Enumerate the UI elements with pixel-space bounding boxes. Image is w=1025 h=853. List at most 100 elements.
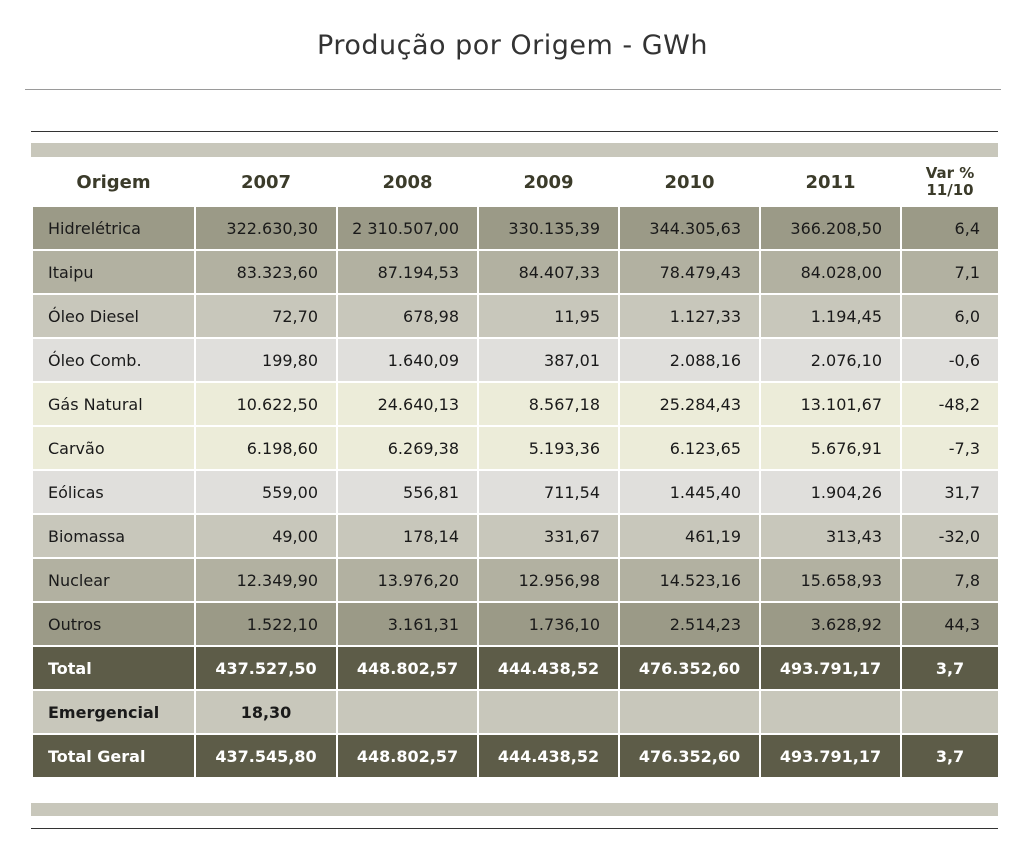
cell-2011: 15.658,93: [759, 557, 902, 603]
total-row: Total 437.527,50 448.802,57 444.438,52 4…: [31, 645, 1000, 691]
cell-2011: 2.076,10: [759, 337, 902, 383]
cell-var: -48,2: [900, 381, 1000, 427]
cell-2010: 344.305,63: [618, 205, 761, 251]
cell-2011: 1.194,45: [759, 293, 902, 339]
emergencial-2007: 18,30: [194, 689, 338, 735]
cell-2008: 1.640,09: [336, 337, 479, 383]
cell-2011: 1.904,26: [759, 469, 902, 515]
total-geral-row: Total Geral 437.545,80 448.802,57 444.43…: [31, 733, 1000, 779]
row-label: Outros: [31, 601, 196, 647]
cell-2010: 14.523,16: [618, 557, 761, 603]
page-title: Produção por Origem - GWh: [317, 30, 708, 61]
header-var-label: Var % 11/10: [925, 164, 975, 199]
table-row: Outros 1.522,10 3.161,31 1.736,10 2.514,…: [31, 601, 1000, 647]
cell-2010: 78.479,43: [618, 249, 761, 295]
table-row: Gás Natural 10.622,50 24.640,13 8.567,18…: [31, 381, 1000, 427]
table-row: Óleo Diesel 72,70 678,98 11,95 1.127,33 …: [31, 293, 1000, 339]
row-label: Hidrelétrica: [31, 205, 196, 251]
total-2008: 448.802,57: [336, 645, 479, 691]
cell-2008: 13.976,20: [336, 557, 479, 603]
cell-2009: 711,54: [477, 469, 620, 515]
cell-2007: 559,00: [194, 469, 338, 515]
cell-2009: 331,67: [477, 513, 620, 559]
cell-2011: 3.628,92: [759, 601, 902, 647]
header-2009: 2009: [477, 157, 620, 207]
emergencial-2008: [336, 689, 479, 735]
total-geral-var: 3,7: [900, 733, 1000, 779]
emergencial-2009: [477, 689, 620, 735]
cell-2008: 6.269,38: [336, 425, 479, 471]
cell-2008: 678,98: [336, 293, 479, 339]
cell-2010: 6.123,65: [618, 425, 761, 471]
cell-2010: 2.088,16: [618, 337, 761, 383]
cell-2009: 1.736,10: [477, 601, 620, 647]
header-origem: Origem: [31, 157, 196, 207]
cell-2008: 2 310.507,00: [336, 205, 479, 251]
table-bottom-rule: [31, 828, 998, 829]
table-row: Óleo Comb. 199,80 1.640,09 387,01 2.088,…: [31, 337, 1000, 383]
row-label: Óleo Diesel: [31, 293, 196, 339]
total-2009: 444.438,52: [477, 645, 620, 691]
table-row: Hidrelétrica 322.630,30 2 310.507,00 330…: [31, 205, 1000, 251]
total-var: 3,7: [900, 645, 1000, 691]
cell-2009: 330.135,39: [477, 205, 620, 251]
cell-var: 7,8: [900, 557, 1000, 603]
total-geral-2010: 476.352,60: [618, 733, 761, 779]
table-top-band: [31, 143, 998, 157]
cell-2010: 2.514,23: [618, 601, 761, 647]
table-row: Nuclear 12.349,90 13.976,20 12.956,98 14…: [31, 557, 1000, 603]
header-var: Var % 11/10: [900, 157, 1000, 207]
table-bottom-band: [31, 803, 998, 816]
title-divider: [25, 89, 1001, 90]
total-geral-2011: 493.791,17: [759, 733, 902, 779]
table-row: Eólicas 559,00 556,81 711,54 1.445,40 1.…: [31, 469, 1000, 515]
cell-2010: 461,19: [618, 513, 761, 559]
emergencial-row: Emergencial 18,30: [31, 689, 1000, 735]
table-row: Carvão 6.198,60 6.269,38 5.193,36 6.123,…: [31, 425, 1000, 471]
cell-2008: 556,81: [336, 469, 479, 515]
cell-2008: 178,14: [336, 513, 479, 559]
cell-2011: 13.101,67: [759, 381, 902, 427]
total-2010: 476.352,60: [618, 645, 761, 691]
cell-2011: 313,43: [759, 513, 902, 559]
cell-var: -7,3: [900, 425, 1000, 471]
cell-2009: 84.407,33: [477, 249, 620, 295]
row-label: Biomassa: [31, 513, 196, 559]
row-label: Nuclear: [31, 557, 196, 603]
cell-var: 6,0: [900, 293, 1000, 339]
emergencial-var: [900, 689, 1000, 735]
cell-2007: 10.622,50: [194, 381, 338, 427]
cell-var: 6,4: [900, 205, 1000, 251]
cell-2007: 83.323,60: [194, 249, 338, 295]
cell-var: 31,7: [900, 469, 1000, 515]
cell-2007: 322.630,30: [194, 205, 338, 251]
row-label: Itaipu: [31, 249, 196, 295]
total-geral-label: Total Geral: [31, 733, 196, 779]
table-header-row: Origem 2007 2008 2009 2010 2011 Var % 11…: [31, 157, 1000, 207]
cell-var: 7,1: [900, 249, 1000, 295]
total-geral-2008: 448.802,57: [336, 733, 479, 779]
header-2007: 2007: [194, 157, 338, 207]
emergencial-label: Emergencial: [31, 689, 196, 735]
total-geral-2007: 437.545,80: [194, 733, 338, 779]
cell-2011: 5.676,91: [759, 425, 902, 471]
emergencial-2010: [618, 689, 761, 735]
cell-2007: 12.349,90: [194, 557, 338, 603]
cell-2008: 87.194,53: [336, 249, 479, 295]
production-table: Origem 2007 2008 2009 2010 2011 Var % 11…: [31, 157, 1000, 779]
table-row: Itaipu 83.323,60 87.194,53 84.407,33 78.…: [31, 249, 1000, 295]
cell-2009: 5.193,36: [477, 425, 620, 471]
cell-2008: 24.640,13: [336, 381, 479, 427]
cell-2007: 1.522,10: [194, 601, 338, 647]
row-label: Óleo Comb.: [31, 337, 196, 383]
header-2011: 2011: [759, 157, 902, 207]
header-2010: 2010: [618, 157, 761, 207]
cell-2010: 1.127,33: [618, 293, 761, 339]
cell-var: -0,6: [900, 337, 1000, 383]
table-top-rule: [31, 131, 998, 132]
total-2011: 493.791,17: [759, 645, 902, 691]
table-row: Biomassa 49,00 178,14 331,67 461,19 313,…: [31, 513, 1000, 559]
cell-2010: 25.284,43: [618, 381, 761, 427]
total-label: Total: [31, 645, 196, 691]
cell-2010: 1.445,40: [618, 469, 761, 515]
